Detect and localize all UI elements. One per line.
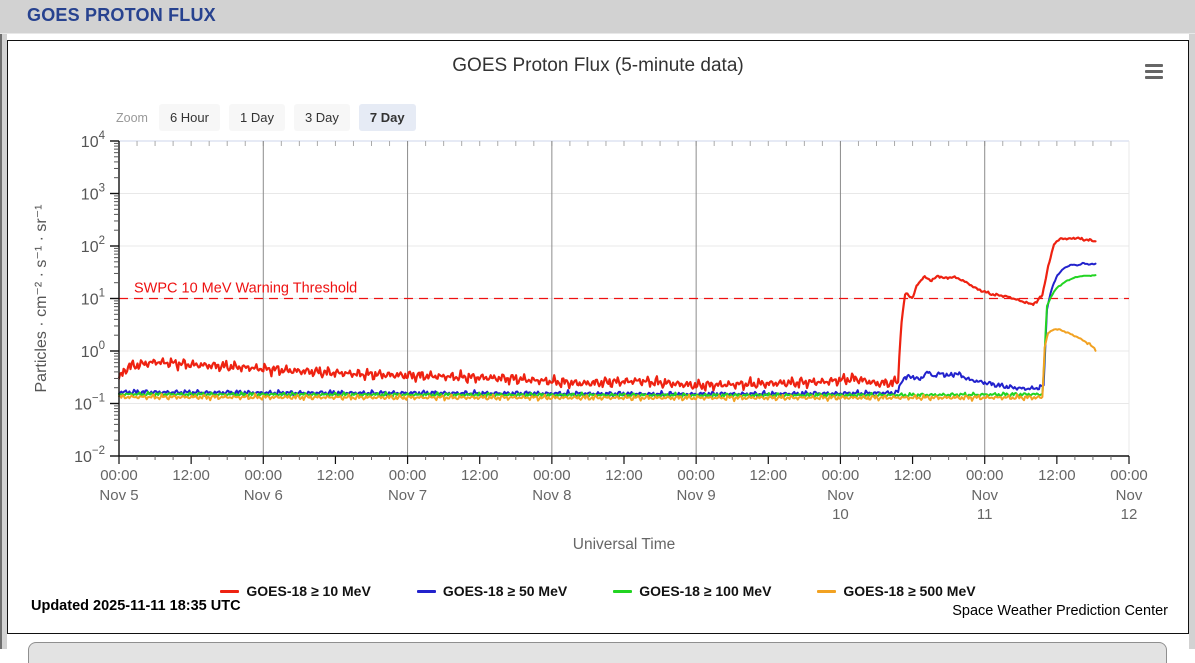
svg-text:00:00: 00:00	[822, 467, 860, 484]
svg-text:Nov 6: Nov 6	[244, 487, 283, 504]
legend-label: GOES-18 ≥ 10 MeV	[246, 583, 371, 599]
proton-flux-chart[interactable]: SWPC 10 MeV Warning Threshold 10−2 10−1 100…	[8, 41, 1188, 633]
hamburger-menu-icon	[1145, 75, 1163, 79]
legend-label: GOES-18 ≥ 500 MeV	[843, 583, 976, 599]
svg-text:00:00: 00:00	[100, 467, 138, 484]
zoom-button-3day[interactable]: 3 Day	[293, 104, 350, 131]
svg-text:100: 100	[81, 340, 105, 361]
svg-text:12:00: 12:00	[894, 467, 932, 484]
svg-text:101: 101	[81, 288, 105, 309]
next-panel-top-edge	[28, 642, 1167, 663]
svg-text:00:00: 00:00	[389, 467, 427, 484]
hamburger-menu-icon	[1145, 63, 1163, 67]
svg-text:103: 103	[81, 183, 105, 204]
series-swatch-500mev	[817, 589, 837, 593]
chart-title: GOES Proton Flux (5-minute data)	[452, 55, 744, 76]
hamburger-menu-icon	[1145, 69, 1163, 73]
svg-text:Nov 7: Nov 7	[388, 487, 427, 504]
svg-text:10−1: 10−1	[74, 393, 105, 414]
window-right-edge	[1189, 0, 1195, 649]
svg-text:Universal Time: Universal Time	[573, 536, 676, 553]
section-title: GOES PROTON FLUX	[27, 5, 216, 25]
zoom-button-7day[interactable]: 7 Day	[358, 104, 416, 131]
zoom-button-1day[interactable]: 1 Day	[228, 104, 285, 131]
svg-text:12:00: 12:00	[1038, 467, 1076, 484]
section-header-bar: GOES PROTON FLUX	[0, 0, 1195, 34]
series-swatch-50mev	[416, 589, 436, 593]
legend-item-goes18-50mev[interactable]: GOES-18 ≥ 50 MeV	[416, 583, 568, 599]
svg-text:104: 104	[81, 130, 106, 151]
svg-text:12:00: 12:00	[750, 467, 788, 484]
svg-text:12:00: 12:00	[605, 467, 643, 484]
zoom-button-6hour[interactable]: 6 Hour	[158, 104, 220, 131]
chart-context-menu-button[interactable]	[1142, 59, 1166, 81]
credit-text: Space Weather Prediction Center	[952, 603, 1168, 619]
svg-text:12:00: 12:00	[461, 467, 499, 484]
svg-text:Particles · cm⁻² · s⁻¹ · sr⁻¹: Particles · cm⁻² · s⁻¹ · sr⁻¹	[33, 205, 50, 393]
series-swatch-100mev	[613, 589, 633, 593]
zoom-controls: Zoom 6 Hour 1 Day 3 Day 7 Day	[116, 104, 416, 131]
legend-item-goes18-100mev[interactable]: GOES-18 ≥ 100 MeV	[613, 583, 771, 599]
svg-text:12:00: 12:00	[172, 467, 210, 484]
svg-text:00:00: 00:00	[245, 467, 283, 484]
legend-label: GOES-18 ≥ 50 MeV	[442, 583, 568, 599]
svg-text:00:00: 00:00	[677, 467, 715, 484]
svg-text:00:00: 00:00	[533, 467, 571, 484]
svg-text:Nov 8: Nov 8	[532, 487, 571, 504]
series-swatch-10mev	[220, 589, 240, 593]
svg-text:Nov 9: Nov 9	[677, 487, 716, 504]
svg-text:00:00: 00:00	[1110, 467, 1148, 484]
chart-legend: GOES-18 ≥ 10 MeV GOES-18 ≥ 50 MeV GOES-1…	[8, 583, 1188, 599]
svg-text:10−2: 10−2	[74, 445, 105, 466]
svg-text:00:00: 00:00	[966, 467, 1004, 484]
window-left-edge	[0, 0, 7, 649]
updated-timestamp: Updated 2025-11-11 18:35 UTC	[31, 598, 241, 614]
legend-item-goes18-10mev[interactable]: GOES-18 ≥ 10 MeV	[220, 583, 371, 599]
svg-text:12:00: 12:00	[317, 467, 355, 484]
proton-flux-panel: GOES Proton Flux (5-minute data) Zoom 6 …	[7, 40, 1189, 634]
legend-item-goes18-500mev[interactable]: GOES-18 ≥ 500 MeV	[817, 583, 976, 599]
svg-text:SWPC 10 MeV Warning Threshold: SWPC 10 MeV Warning Threshold	[134, 281, 357, 297]
zoom-label: Zoom	[116, 110, 148, 125]
svg-text:Nov 5: Nov 5	[99, 487, 138, 504]
svg-text:102: 102	[81, 235, 105, 256]
legend-label: GOES-18 ≥ 100 MeV	[639, 583, 772, 599]
